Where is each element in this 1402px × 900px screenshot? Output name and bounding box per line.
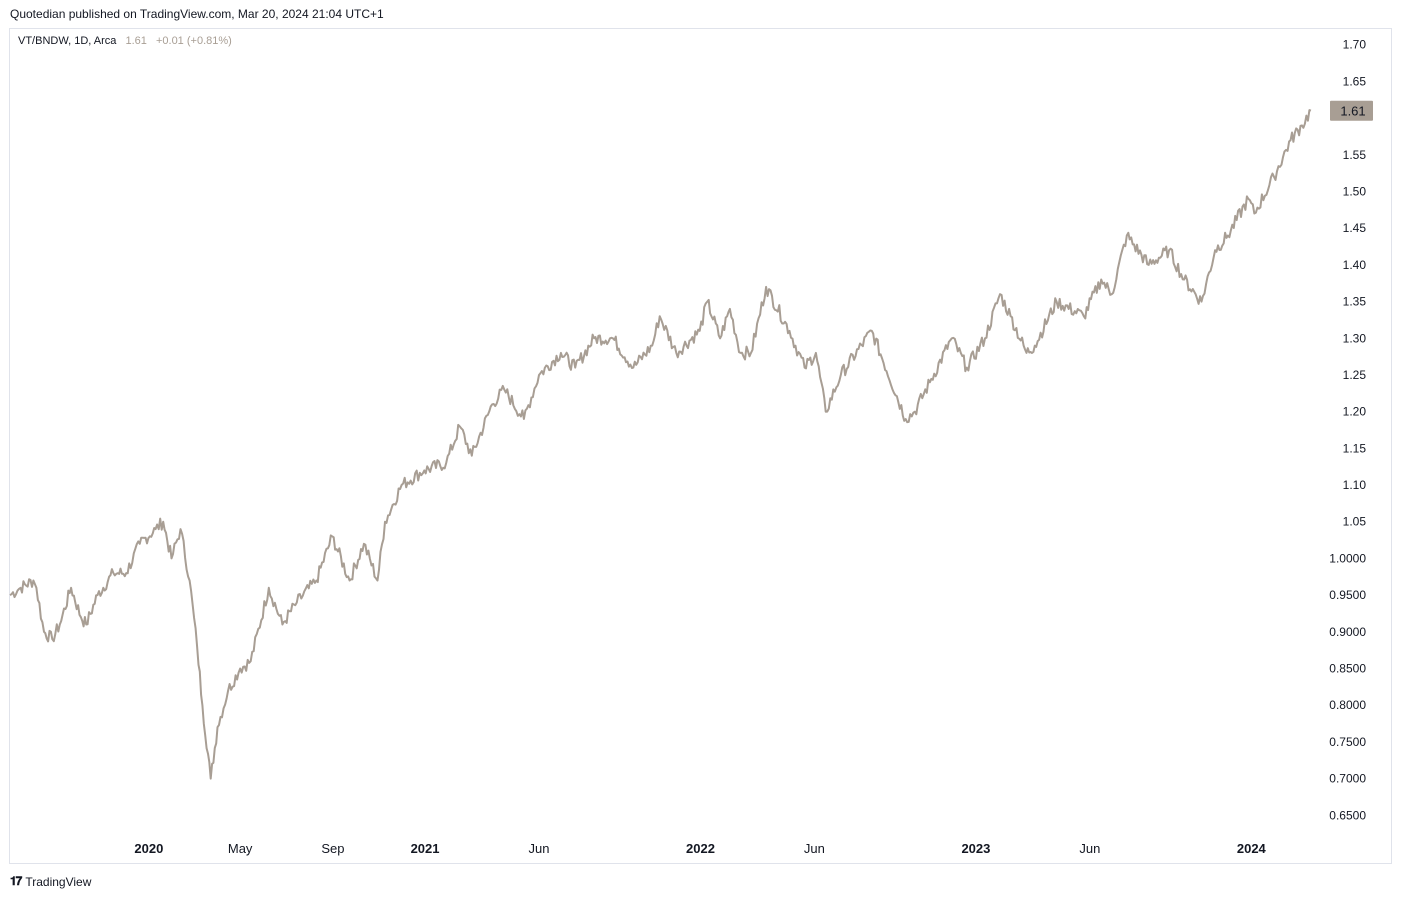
x-tick-label: May (228, 841, 253, 856)
x-tick-label: Jun (804, 841, 825, 856)
footer-brand[interactable]: 𝟏𝟕 TradingView (10, 874, 91, 889)
y-tick-label: 1.20 (1343, 405, 1367, 419)
y-tick-label: 0.7500 (1329, 735, 1366, 749)
x-tick-label: Sep (321, 841, 344, 856)
series-line (9, 109, 1312, 780)
y-tick-label: 0.8000 (1329, 698, 1366, 712)
x-tick-label: 2024 (1237, 841, 1267, 856)
legend-change: +0.01 (+0.81%) (155, 35, 232, 47)
y-tick-label: 1.55 (1343, 148, 1367, 162)
y-tick-label: 1.70 (1343, 38, 1367, 52)
last-price-label: 1.61 (1340, 104, 1365, 119)
x-tick-label: 2023 (961, 841, 990, 856)
y-tick-label: 0.8500 (1329, 662, 1366, 676)
y-tick-label: 1.30 (1343, 331, 1367, 345)
y-tick-label: 1.0000 (1329, 551, 1366, 565)
y-tick-label: 1.40 (1343, 258, 1367, 272)
y-tick-label: 1.45 (1343, 221, 1367, 235)
symbol-label[interactable]: VT/BNDW, 1D, Arca (18, 35, 117, 47)
y-tick-label: 1.25 (1343, 368, 1367, 382)
legend-value: 1.61 (125, 35, 147, 47)
symbol-legend: VT/BNDW, 1D, Arca 1.61 +0.01 (+0.81%) (18, 35, 232, 47)
y-tick-label: 0.9500 (1329, 588, 1366, 602)
x-tick-label: 2020 (134, 841, 163, 856)
brand-label: TradingView (25, 874, 92, 889)
y-tick-label: 1.50 (1343, 184, 1367, 198)
y-tick-label: 1.65 (1343, 74, 1367, 88)
chart-frame (9, 28, 1392, 864)
y-tick-label: 1.10 (1343, 478, 1367, 492)
y-tick-label: 1.15 (1343, 441, 1367, 455)
x-tick-label: Jun (528, 841, 549, 856)
y-tick-label: 1.05 (1343, 515, 1367, 529)
publisher-header: Quotedian published on TradingView.com, … (10, 7, 384, 21)
y-tick-label: 0.7000 (1329, 772, 1366, 786)
y-tick-label: 0.9000 (1329, 625, 1366, 639)
last-price-badge (1330, 100, 1373, 121)
tradingview-logo-icon: 𝟏𝟕 (10, 874, 22, 888)
y-tick-label: 0.6500 (1329, 808, 1366, 822)
x-tick-label: 2022 (686, 841, 715, 856)
x-tick-label: Jun (1079, 841, 1100, 856)
y-tick-label: 1.35 (1343, 295, 1367, 309)
x-tick-label: 2021 (411, 841, 440, 856)
